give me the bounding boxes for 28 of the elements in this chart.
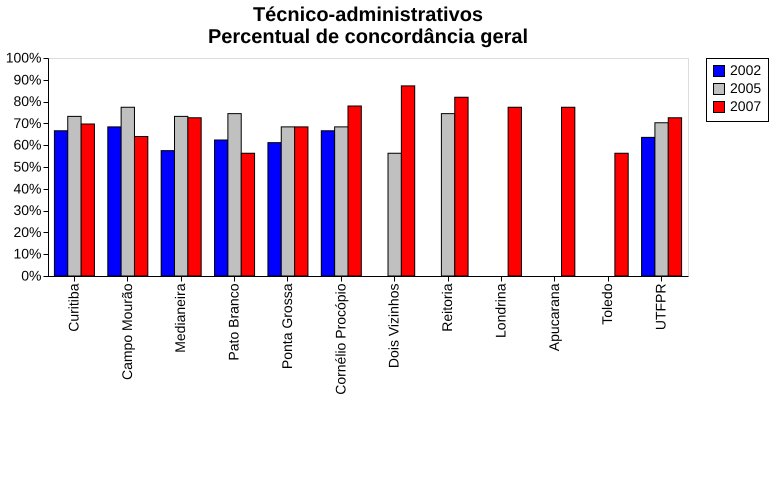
x-tick-label: Dois Vizinhos — [386, 284, 402, 368]
y-tick-label: 10% — [13, 246, 42, 262]
x-tick-label: Curitiba — [65, 283, 82, 332]
legend-label: 2007 — [730, 98, 762, 114]
x-tick-label: Cornélio Procópio — [332, 283, 348, 395]
x-tick-label: Campo Mourão — [118, 283, 135, 380]
x-tick-label: Pato Branco — [226, 283, 242, 361]
y-tick-label: 30% — [13, 202, 42, 218]
x-tick-label: Londrina — [492, 283, 508, 338]
text: Técnico-administrativos — [252, 4, 484, 26]
x-tick-label: Ponta Grossa — [278, 283, 295, 370]
legend-label: 2005 — [730, 80, 762, 96]
x-tick-label: UTFPR — [652, 284, 669, 330]
x-tick-label: Medianeira — [172, 283, 188, 353]
y-tick-label: 80% — [13, 93, 42, 110]
x-tick-label: Reitoria — [439, 283, 456, 332]
y-tick-label: 100% — [6, 50, 42, 66]
text: Percentual de concordância geral — [208, 26, 528, 48]
y-tick-label: 20% — [13, 224, 42, 240]
x-tick-label: Apucarana — [546, 283, 562, 352]
legend-label: 2002 — [730, 62, 762, 78]
y-tick-label: 70% — [13, 114, 42, 131]
y-tick-label: 60% — [13, 136, 42, 153]
y-tick-label: 40% — [13, 180, 42, 196]
y-tick-label: 50% — [13, 158, 42, 174]
y-tick-label: 90% — [13, 71, 42, 88]
y-tick-label: 0% — [21, 268, 42, 284]
x-tick-label: Toledo — [599, 283, 616, 325]
